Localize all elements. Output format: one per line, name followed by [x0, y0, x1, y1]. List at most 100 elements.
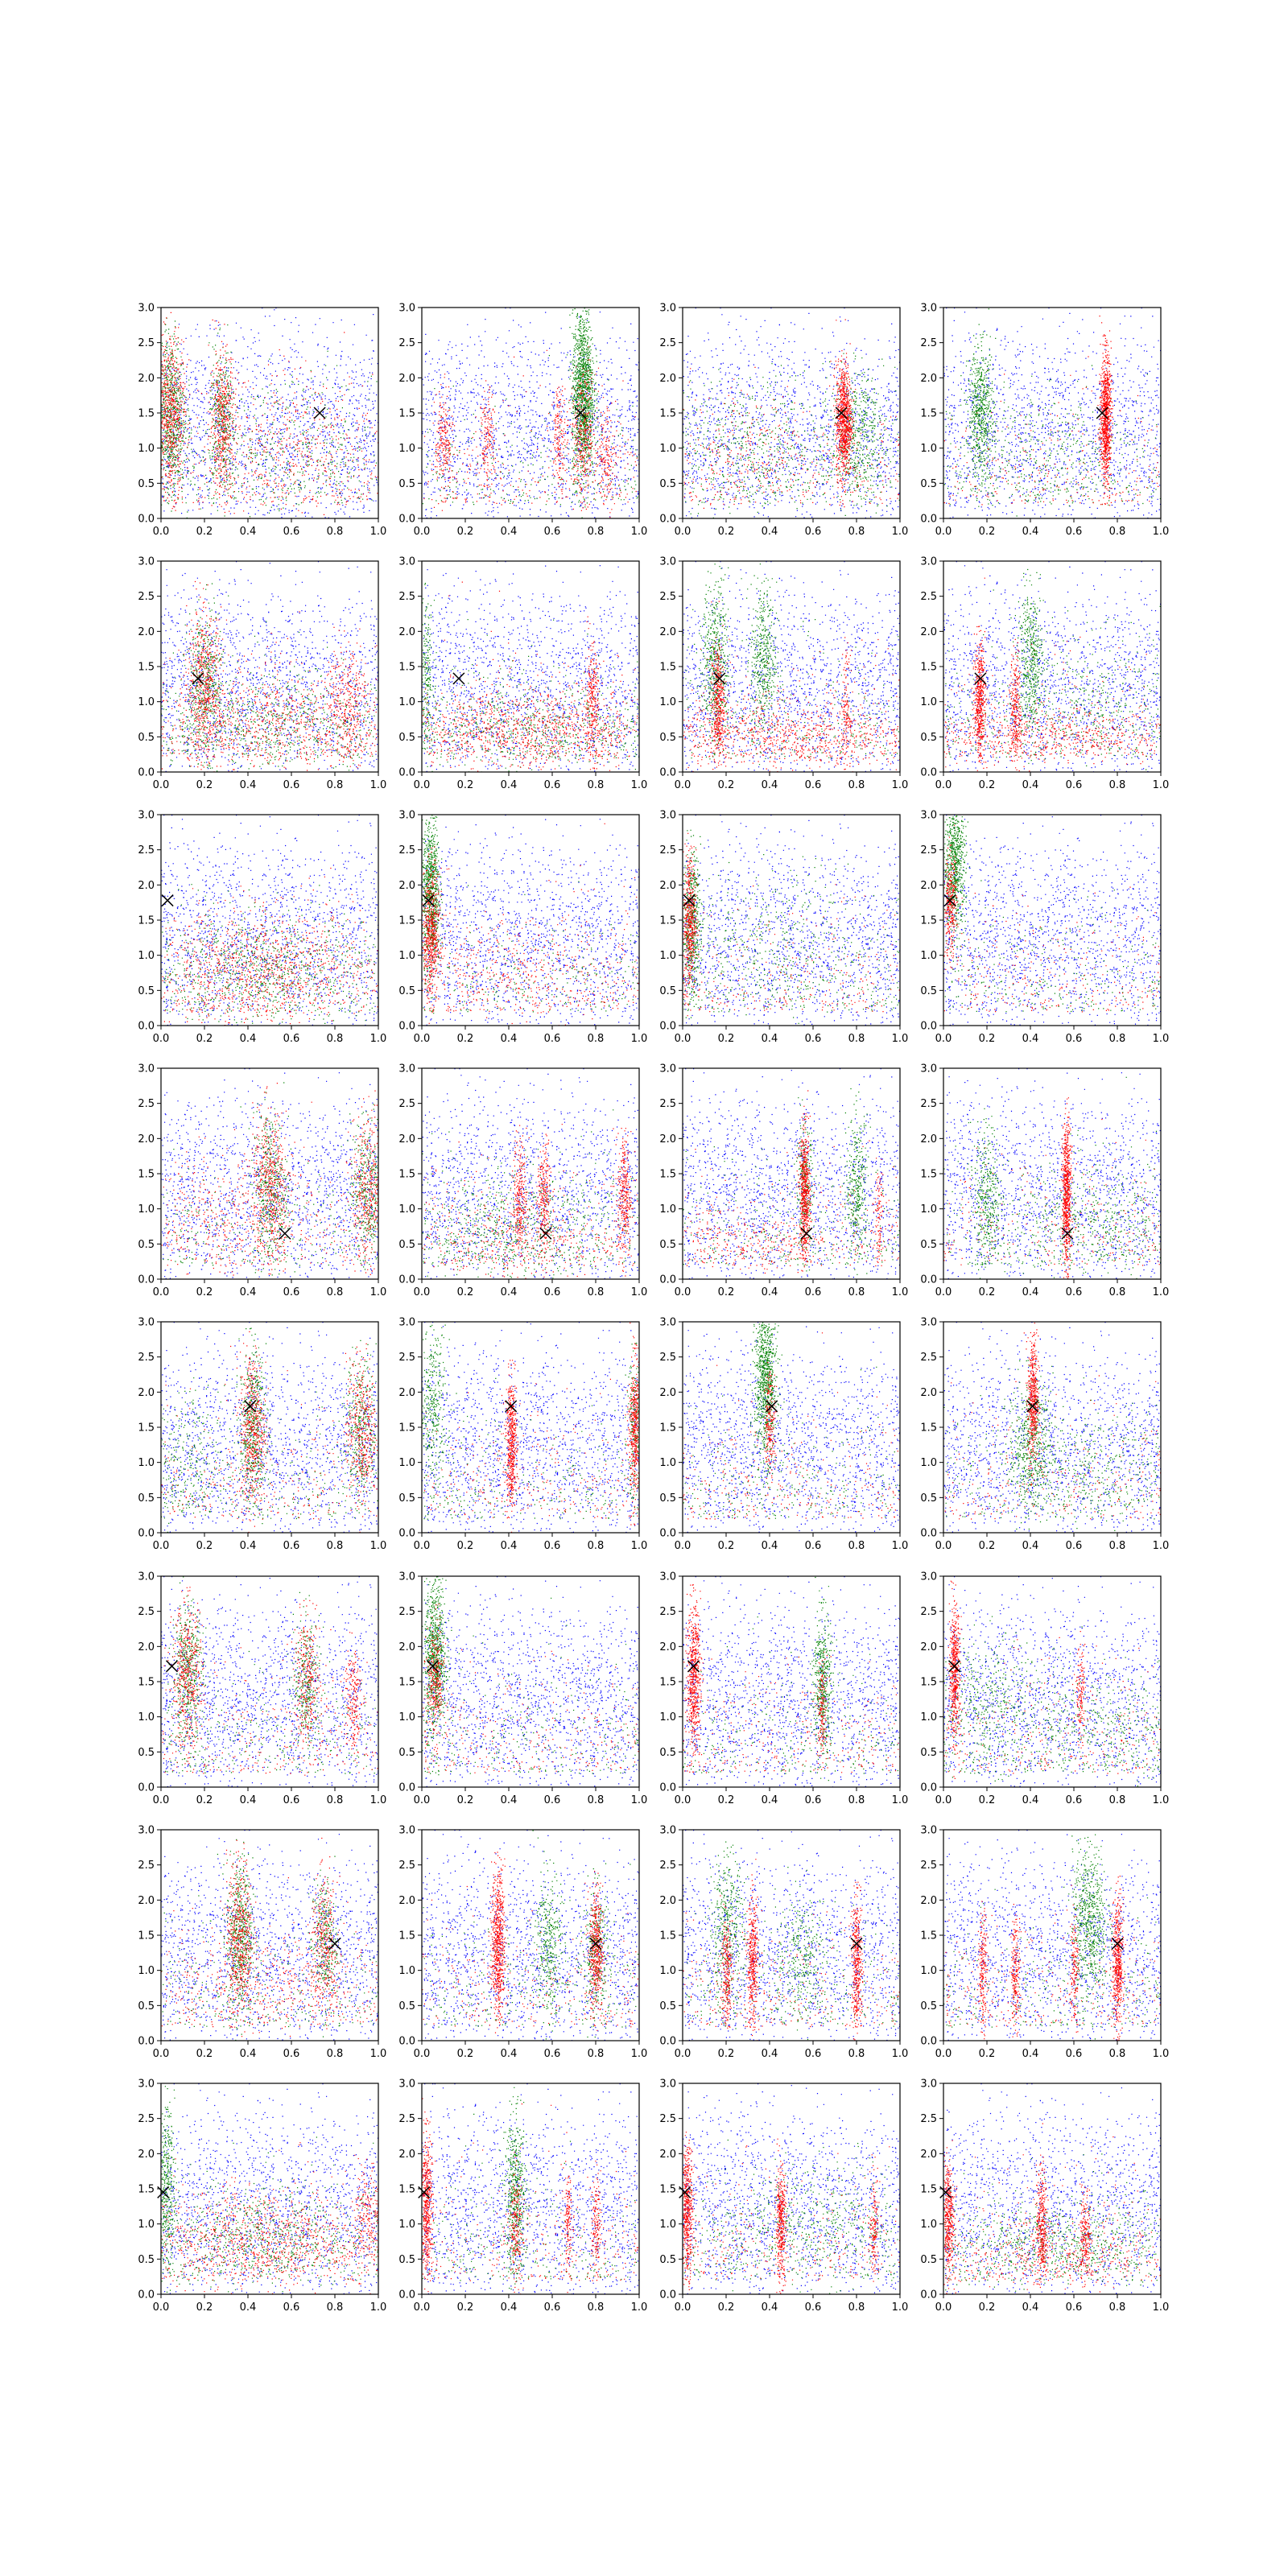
x-tick-label: 0.4 — [501, 1286, 518, 1298]
points-blue — [683, 1068, 901, 1280]
subplot-r7-c0: 0.0 0.2 0.4 0.6 0.8 1.00.00.51.01.52.02.53.0 — [138, 2070, 386, 2314]
y-tick-label: 2.5 — [659, 1606, 676, 1618]
y-tick-label: 1.5 — [138, 2184, 155, 2196]
y-tick-label: 2.0 — [920, 1133, 937, 1146]
x-tick-label: 1.0 — [892, 1033, 909, 1045]
x-tick-label: 0.4 — [240, 2301, 257, 2314]
points-red — [163, 332, 379, 518]
y-tick-label: 1.5 — [138, 1422, 155, 1435]
scatter-points — [422, 308, 640, 519]
scatter-points — [943, 1830, 1162, 2041]
y-tick-label: 2.5 — [659, 1860, 676, 1872]
y-tick-label: 3.0 — [138, 303, 155, 315]
y-tick-label: 2.0 — [920, 373, 937, 385]
y-tick-label: 3.0 — [659, 810, 676, 822]
x-tick-label: 0.0 — [414, 779, 431, 791]
y-tick-label: 3.0 — [659, 1571, 676, 1583]
x-tick-label: 0.2 — [718, 1033, 735, 1045]
x-tick-label: 1.0 — [892, 1286, 909, 1298]
x-tick-label: 0.2 — [196, 1540, 213, 1552]
points-green — [997, 1360, 1061, 1530]
x-tick-label: 0.8 — [588, 1033, 605, 1045]
x-tick-label: 0.8 — [1109, 1794, 1126, 1806]
points-red — [244, 1083, 293, 1280]
x-tick-label: 0.6 — [805, 1033, 822, 1045]
y-tick-label: 2.5 — [398, 591, 415, 603]
y-tick-label: 0.0 — [398, 514, 415, 526]
x-tick-label: 0.0 — [414, 1540, 431, 1552]
points-red — [830, 320, 857, 508]
points-red — [424, 1379, 641, 1520]
subplot-r2-c3: 0.0 0.2 0.4 0.6 0.8 1.00.00.51.01.52.02.53.0 — [920, 810, 1169, 1046]
marker-x — [851, 1938, 862, 1949]
subplot-r0-c2: 0.0 0.2 0.4 0.6 0.8 1.00.00.51.01.52.02.53.0 — [659, 303, 908, 539]
y-tick-label: 1.0 — [920, 443, 937, 455]
scatter-points — [422, 1830, 640, 2041]
x-tick-label: 1.0 — [1153, 2048, 1170, 2060]
x-tick-label: 0.8 — [848, 1794, 865, 1806]
x-tick-label: 0.0 — [153, 1033, 170, 1045]
x-tick-label: 0.6 — [1066, 1033, 1083, 1045]
y-tick-label: 2.5 — [138, 337, 155, 349]
y-tick-label: 1.0 — [659, 950, 676, 962]
y-tick-label: 1.0 — [659, 2219, 676, 2231]
y-tick-label: 2.0 — [659, 2149, 676, 2161]
scatter-points — [683, 308, 901, 519]
points-green — [233, 1328, 271, 1525]
y-tick-label: 0.5 — [138, 478, 155, 490]
y-tick-label: 2.5 — [138, 1098, 155, 1110]
y-tick-label: 3.0 — [398, 2079, 415, 2091]
y-tick-label: 2.5 — [398, 1098, 415, 1110]
scatter-points — [161, 1322, 379, 1534]
points-blue — [161, 1576, 379, 1788]
x-tick-label: 0.6 — [544, 779, 561, 791]
points-green — [943, 1852, 1162, 2028]
points-red — [165, 1129, 339, 1280]
y-tick-label: 1.5 — [398, 915, 415, 927]
y-tick-label: 0.0 — [920, 767, 937, 779]
points-red — [162, 358, 378, 506]
x-tick-label: 0.6 — [1066, 779, 1083, 791]
y-tick-label: 2.5 — [659, 844, 676, 857]
points-green — [949, 376, 1161, 517]
y-tick-label: 2.5 — [920, 1860, 937, 1872]
subplot-r6-c3: 0.0 0.2 0.4 0.6 0.8 1.00.00.51.01.52.02.53.0 — [920, 1825, 1169, 2061]
x-tick-label: 0.8 — [848, 2301, 865, 2314]
points-red — [683, 361, 900, 505]
y-tick-label: 3.0 — [920, 556, 937, 568]
subplot-r5-c3: 0.0 0.2 0.4 0.6 0.8 1.00.00.51.01.52.02.53.0 — [920, 1571, 1169, 1807]
points-green — [687, 2146, 901, 2294]
y-tick-label: 1.0 — [398, 1203, 415, 1216]
y-tick-label: 0.5 — [398, 985, 415, 997]
y-tick-label: 0.5 — [138, 732, 155, 744]
y-tick-label: 3.0 — [920, 2079, 937, 2091]
points-green — [180, 584, 242, 769]
y-tick-label: 0.5 — [138, 1239, 155, 1251]
points-blue — [422, 815, 640, 1026]
y-tick-label: 3.0 — [398, 1317, 415, 1329]
x-tick-label: 0.2 — [457, 1794, 474, 1806]
x-tick-label: 0.6 — [1066, 2301, 1083, 2314]
x-tick-label: 0.2 — [718, 1540, 735, 1552]
y-tick-label: 0.5 — [659, 1239, 676, 1251]
x-tick-label: 0.8 — [588, 1540, 605, 1552]
x-tick-label: 0.0 — [935, 526, 952, 538]
subplot-r0-c3: 0.0 0.2 0.4 0.6 0.8 1.00.00.51.01.52.02.53.0 — [920, 303, 1169, 539]
points-red — [316, 627, 377, 767]
y-tick-label: 1.5 — [659, 915, 676, 927]
y-tick-label: 0.0 — [398, 1274, 415, 1286]
x-tick-label: 0.8 — [1109, 1286, 1126, 1298]
y-tick-label: 3.0 — [138, 2079, 155, 2091]
points-green — [683, 830, 704, 1018]
y-tick-label: 0.5 — [398, 1492, 415, 1505]
y-tick-label: 2.0 — [138, 880, 155, 892]
points-green — [217, 1839, 259, 2041]
y-tick-label: 0.0 — [920, 1782, 937, 1794]
x-tick-label: 0.2 — [457, 1286, 474, 1298]
x-tick-label: 0.8 — [327, 526, 344, 538]
scatter-points — [683, 815, 901, 1026]
points-red — [977, 1901, 989, 2039]
y-tick-label: 0.5 — [659, 1747, 676, 1759]
x-tick-label: 0.4 — [240, 779, 257, 791]
x-tick-label: 0.6 — [544, 1794, 561, 1806]
